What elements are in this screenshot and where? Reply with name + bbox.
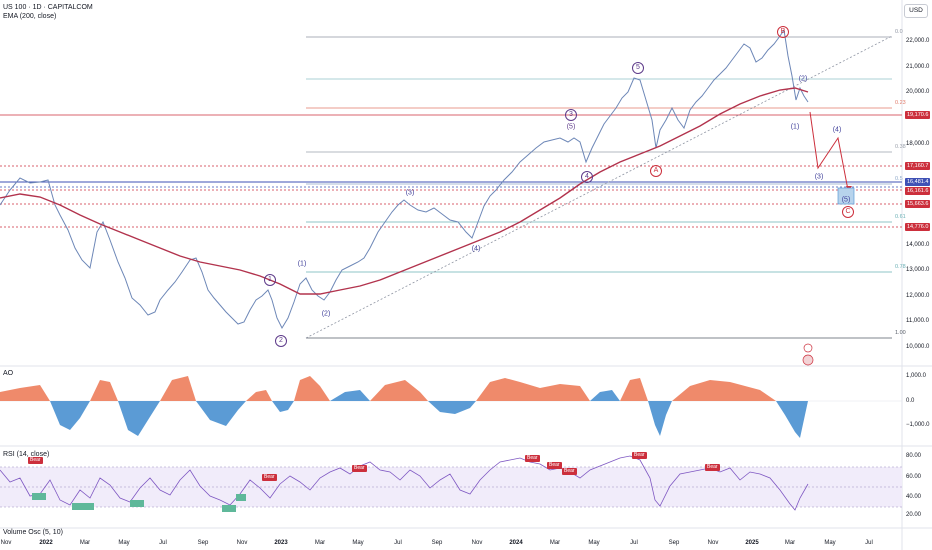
rsi-tick: 80.00 [906,453,922,459]
fib-label: 0.23 [895,100,906,106]
symbol-title[interactable]: US 100 · 1D · CAPITALCOM [3,4,93,11]
trendline[interactable] [305,35,893,339]
price-tag: 17,160.7 [905,162,931,170]
rsi-bear-badge: Bear [525,455,540,462]
time-tick: 2022 [39,540,53,546]
price-tick: 14,000.0 [906,242,930,248]
minor-wave-3-proj[interactable]: (3) [814,173,824,181]
target-box[interactable] [837,187,855,205]
time-tick: Jul [865,540,873,546]
wave-label-4[interactable]: 4 [581,171,593,183]
minor-wave-3[interactable]: (3) [405,189,415,197]
price-tick: 21,000.0 [906,64,930,70]
time-tick: Sep [197,540,209,546]
price-tick: 11,000.0 [906,318,929,324]
minor-wave-1[interactable]: (1) [297,260,307,268]
time-tick: Mar [314,540,326,546]
price-tick: 13,000.0 [906,267,930,273]
fib-label: 0.5 [895,176,903,182]
rsi-bull-markers [32,493,246,512]
wave-label-a[interactable]: A [650,165,662,177]
ao-label[interactable]: AO [3,370,14,377]
volume-osc-label[interactable]: Volume Osc (5, 10) [3,529,63,536]
minor-wave-1-proj[interactable]: (1) [790,123,800,131]
ema-indicator-label[interactable]: EMA (200, close) [3,13,57,20]
time-tick: Nov [0,540,12,546]
price-tick: 20,000.0 [906,89,930,95]
currency-button[interactable]: USD [904,4,928,18]
minor-wave-2[interactable]: (2) [321,310,331,318]
price-tag: 16,481.4 [905,178,931,186]
price-tick: 10,000.0 [906,344,930,350]
minor-wave-5[interactable]: (5) [566,123,576,131]
fib-label: 0.38 [895,144,906,150]
alert-icon[interactable] [803,343,813,353]
minor-wave-4[interactable]: (4) [471,245,481,253]
fib-label: 1.00 [895,330,906,336]
wave-label-c[interactable]: C [842,206,854,218]
rsi-bear-badge: Bear [705,464,720,471]
wave-label-5[interactable]: 5 [632,62,644,74]
time-tick: 2023 [274,540,288,546]
fib-retracement[interactable] [306,36,892,339]
rsi-bear-badge: Bear [352,465,367,472]
time-tick: May [824,540,836,546]
wave-label-3[interactable]: 3 [565,109,577,121]
rsi-bear-badge: Bear [28,457,43,464]
rsi-tick: 40.00 [906,494,922,500]
price-tick: 12,000.0 [906,293,930,299]
price-tag: 15,663.6 [905,200,931,208]
time-tick: May [118,540,130,546]
price-tag: 14,776.0 [905,223,931,231]
time-tick: 2025 [745,540,759,546]
ao-tick: −1,000.0 [906,422,930,428]
rsi-tick: 60.00 [906,474,922,480]
ao-tick: 1,000.0 [906,373,927,379]
time-tick: Sep [431,540,443,546]
rsi-tick: 20.00 [906,512,922,518]
time-tick: Mar [79,540,91,546]
projection-path[interactable] [809,111,849,191]
ao-tick: 0.0 [906,398,915,404]
time-tick: Mar [784,540,796,546]
minor-wave-2-proj[interactable]: (2) [798,75,808,83]
wave-label-1[interactable]: 1 [264,274,276,286]
horizontal-levels[interactable] [0,114,902,228]
fib-label: 0.61 [895,214,906,220]
event-flag-icon[interactable] [802,354,814,366]
rsi-bear-badge: Bear [632,452,647,459]
minor-wave-4-proj[interactable]: (4) [832,126,842,134]
price-series [0,28,809,330]
time-tick: Jul [394,540,402,546]
price-tag: 19,170.6 [905,111,931,119]
wave-label-2[interactable]: 2 [275,335,287,347]
rsi-bear-badge: Bear [562,468,577,475]
rsi-bear-badge: Bear [547,462,562,469]
time-tick: Jul [630,540,638,546]
price-tag: 16,161.6 [905,187,931,195]
fib-label: 0.0 [895,29,903,35]
time-tick: 2024 [509,540,523,546]
rsi-label[interactable]: RSI (14, close) [3,451,50,458]
rsi-panel-lines [0,455,902,511]
time-tick: Nov [471,540,483,546]
rsi-bear-badge: Bear [262,474,277,481]
time-tick: Nov [707,540,719,546]
minor-wave-5-proj[interactable]: (5) [841,196,851,204]
time-tick: Jul [159,540,167,546]
time-tick: Mar [549,540,561,546]
price-tick: 22,000.0 [906,38,930,44]
time-tick: Sep [668,540,680,546]
time-tick: Nov [236,540,248,546]
price-tick: 18,000.0 [906,141,930,147]
ema-200-line [0,87,809,295]
fib-label: 0.78 [895,264,906,270]
wave-label-b[interactable]: B [777,26,789,38]
ao-histogram [0,376,902,438]
time-tick: May [352,540,364,546]
time-tick: May [588,540,600,546]
